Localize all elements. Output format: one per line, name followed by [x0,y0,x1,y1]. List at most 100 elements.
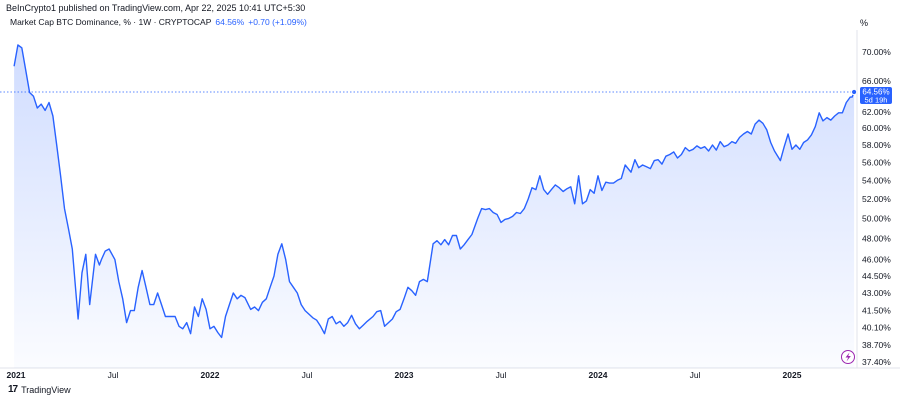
data-point [665,155,667,157]
data-point [253,306,255,308]
data-point [141,269,143,271]
data-point [779,159,781,161]
data-point [826,116,828,118]
publish-info: BeInCrypto1 published on TradingView.com… [6,3,306,13]
data-point [762,122,764,124]
lightning-icon[interactable] [841,350,855,364]
data-point [300,303,302,305]
data-point [471,233,473,235]
data-point [366,320,368,322]
data-point [515,211,517,213]
data-point [296,292,298,294]
data-point [731,140,733,142]
data-point [605,181,607,183]
data-point [323,333,325,335]
data-point [376,311,378,313]
data-point [174,315,176,317]
data-point [122,298,124,300]
area-fill [14,45,855,368]
data-point [508,217,510,219]
footer-branding[interactable]: 17 TradingView [8,384,71,395]
data-point [459,248,461,250]
data-point [719,140,721,142]
data-point [653,159,655,161]
data-point [727,144,729,146]
last-point-marker [851,88,858,96]
data-point [581,203,583,205]
data-point [36,107,38,109]
data-point [89,303,91,305]
data-point [98,264,100,266]
data-point [100,258,102,260]
data-point [543,188,545,190]
y-tick-label: 41.50% [862,306,891,316]
data-point [343,325,345,327]
data-point [281,243,283,245]
x-tick-label: 2022 [201,370,220,380]
y-tick-label: 43.00% [862,288,891,298]
price-label-value: 64.56% [862,88,889,97]
data-point [758,119,760,121]
data-point [224,315,226,317]
data-point [562,190,564,192]
data-point [288,280,290,282]
data-point [488,207,490,209]
area-fill-layer [14,45,855,368]
x-tick-label: 2025 [783,370,802,380]
data-point [285,258,287,260]
data-point [232,292,234,294]
data-point [149,303,151,305]
data-point [577,175,579,177]
data-point [504,218,506,220]
y-tick-label: 70.00% [862,47,891,57]
data-point [156,292,158,294]
axis-unit: % [859,18,868,28]
data-point [707,150,709,152]
series-legend[interactable]: Market Cap BTC Dominance, % · 1W · CRYPT… [10,17,307,27]
data-point [845,101,847,103]
data-point [59,175,61,177]
data-point [201,298,203,300]
data-point [645,166,647,168]
data-point [715,149,717,151]
data-point [312,317,314,319]
data-point [380,309,382,311]
data-point [554,184,556,186]
data-point [711,144,713,146]
data-point [358,328,360,330]
data-point [209,328,211,330]
data-point [574,203,576,205]
data-point [696,145,698,147]
data-point [704,146,706,148]
y-tick-label: 40.10% [862,323,891,333]
data-point [837,112,839,114]
data-point [692,148,694,150]
price-label-bg [860,87,892,104]
data-point [129,309,131,311]
data-point [137,286,139,288]
legend-change: +0.70 (+1.09%) [248,17,307,27]
data-point [347,321,349,323]
data-point [451,234,453,236]
data-point [153,303,155,305]
data-point [77,318,79,320]
data-point [387,321,389,323]
data-point [684,146,686,148]
data-point [308,313,310,315]
data-point [661,163,663,165]
data-point [608,182,610,184]
data-point [523,207,525,209]
data-point [354,323,356,325]
data-point [265,298,267,300]
data-point [738,136,740,138]
data-point [463,244,465,246]
data-point [118,280,120,282]
data-point [292,286,294,288]
data-point [85,253,87,255]
data-point [444,238,446,240]
data-point [773,150,775,152]
data-point [411,290,413,292]
data-point [822,120,824,122]
y-tick-label: 60.00% [862,123,891,133]
